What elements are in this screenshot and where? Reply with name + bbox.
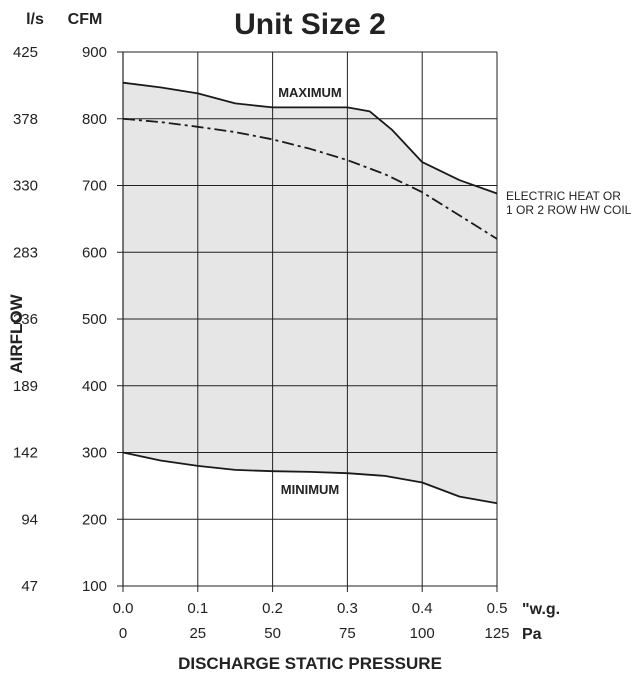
- x-tick-label-pa: 75: [339, 625, 356, 642]
- y-tick-label-cfm: 400: [82, 378, 107, 395]
- y-unit-left: l/s: [26, 11, 44, 28]
- x-tick-label-pa: 50: [264, 625, 281, 642]
- y-tick-label-ls: 425: [13, 44, 38, 61]
- y-tick-label-ls: 189: [13, 378, 38, 395]
- x-tick-label-pa: 0: [119, 625, 127, 642]
- x-tick-label-wg: 0.3: [337, 600, 358, 617]
- coil-note-line-1: ELECTRIC HEAT OR: [506, 189, 621, 203]
- x-tick-label-pa: 25: [189, 625, 206, 642]
- y-tick-label-cfm: 200: [82, 511, 107, 528]
- operating-range-fill: [123, 82, 497, 504]
- y-tick-label-ls: 94: [21, 511, 38, 528]
- series-line-1: [122, 117, 498, 240]
- x-axis-title: DISCHARGE STATIC PRESSURE: [178, 654, 442, 673]
- y-unit-right: CFM: [68, 11, 103, 28]
- x-tick-label-pa: 100: [410, 625, 435, 642]
- y-tick-label-cfm: 100: [82, 578, 107, 595]
- y-tick-label-cfm: 900: [82, 44, 107, 61]
- x-tick-label-wg: 0.2: [262, 600, 283, 617]
- series-line-2: [122, 451, 498, 505]
- y-tick-label-ls: 236: [13, 311, 38, 328]
- y-tick-label-cfm: 500: [82, 311, 107, 328]
- y-tick-label-cfm: 600: [82, 244, 107, 261]
- y-tick-label-cfm: 800: [82, 111, 107, 128]
- x-tick-label-wg: 0.5: [487, 600, 508, 617]
- x-unit-top: "w.g.: [522, 601, 560, 618]
- y-tick-label-ls: 330: [13, 178, 38, 195]
- x-tick-label-pa: 125: [484, 625, 509, 642]
- x-tick-label-wg: 0.1: [187, 600, 208, 617]
- x-tick-label-wg: 0.4: [412, 600, 433, 617]
- y-tick-label-cfm: 300: [82, 445, 107, 462]
- x-unit-bottom: Pa: [522, 626, 542, 643]
- y-tick-label-ls: 378: [13, 111, 38, 128]
- x-tick-label-wg: 0.0: [113, 600, 134, 617]
- y-tick-label-cfm: 700: [82, 178, 107, 195]
- series-line-0: [122, 81, 498, 195]
- maximum-label: MAXIMUM: [278, 85, 342, 100]
- minimum-label: MINIMUM: [281, 482, 340, 497]
- coil-note-line-2: 1 OR 2 ROW HW COIL: [506, 203, 632, 217]
- y-axis-title: AIRFLOW: [7, 293, 26, 373]
- y-tick-label-ls: 47: [21, 578, 38, 595]
- chart-title: Unit Size 2: [234, 8, 386, 41]
- y-tick-label-ls: 142: [13, 445, 38, 462]
- y-tick-label-ls: 283: [13, 244, 38, 261]
